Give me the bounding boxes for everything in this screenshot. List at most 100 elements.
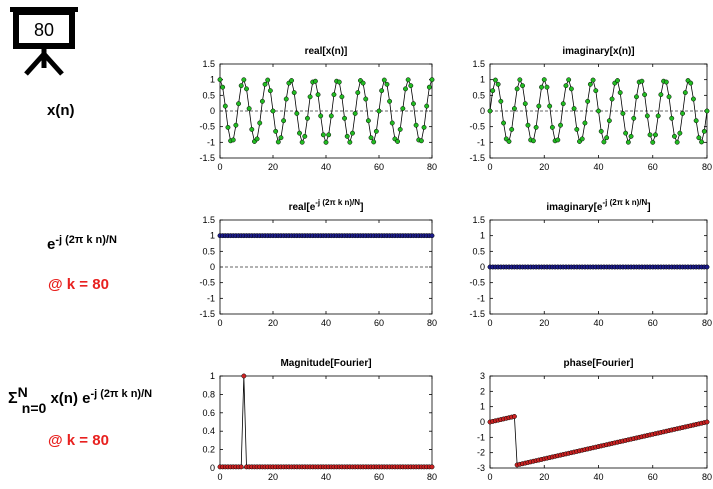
data-point (623, 130, 629, 136)
data-point (539, 84, 544, 90)
data-point (222, 103, 228, 109)
x-tick-label: 60 (648, 318, 658, 328)
data-point (650, 139, 656, 145)
data-point (302, 133, 308, 139)
data-point (320, 132, 326, 138)
data-point (326, 132, 332, 138)
chart-panel-1: 0 20 40 60 80 1.5 1 0.5 0 -0.5 -1 -1.5 real[x(n)] (199, 46, 437, 172)
data-point (323, 139, 329, 145)
data-point (424, 103, 430, 109)
y-tick-label: 3 (480, 371, 485, 381)
x-tick-label: 20 (268, 318, 278, 328)
data-point (634, 94, 639, 100)
data-point (230, 137, 236, 143)
data-point (655, 113, 661, 119)
y-tick-label: -3 (477, 463, 485, 473)
data-point (373, 128, 379, 134)
data-point (596, 108, 601, 114)
data-point (501, 120, 507, 126)
y-tick-label: 0.5 (202, 246, 215, 256)
exponential-label: e-j (2π k n)/N (47, 234, 117, 253)
y-tick-label: 1.5 (472, 215, 485, 225)
y-tick-label: -0.5 (199, 122, 215, 132)
data-point (355, 90, 361, 96)
data-point (642, 92, 648, 98)
data-point (347, 139, 353, 145)
data-point (568, 86, 574, 92)
chart-panel-3: 0 20 40 60 80 1.5 1 0.5 0 -0.5 -1 -1.5 real[e-j (2π … (199, 198, 437, 328)
data-point (339, 94, 345, 100)
x-tick-label: 80 (702, 472, 712, 482)
y-tick-label: 1.5 (202, 59, 215, 69)
data-point (331, 92, 337, 98)
data-point (368, 135, 374, 141)
y-tick-label: 0.6 (202, 408, 215, 418)
x-tick-label: 60 (374, 472, 384, 482)
x-tick-label: 0 (487, 318, 492, 328)
x-tick-label: 80 (427, 162, 437, 172)
data-point (246, 106, 252, 111)
x-tick-label: 20 (539, 162, 549, 172)
data-point (644, 113, 650, 119)
x-tick-label: 20 (268, 162, 278, 172)
data-point (363, 96, 369, 102)
data-point (270, 108, 276, 114)
k-label-row2: @ k = 80 (48, 276, 109, 293)
data-point (617, 90, 623, 96)
x-tick-label: 80 (427, 472, 437, 482)
data-point (558, 122, 563, 128)
data-point (663, 79, 669, 85)
data-point (587, 81, 593, 87)
data-point (429, 77, 435, 83)
data-point (620, 111, 626, 116)
data-point (704, 264, 710, 270)
chart-title-base: imaginary[e (546, 202, 603, 213)
data-point (492, 77, 498, 83)
chart-title: imaginary[e-j (2π k n)/N] (546, 198, 650, 213)
y-tick-label: 0 (480, 262, 485, 272)
y-tick-label: -1.5 (199, 153, 215, 163)
y-tick-label: 1 (480, 75, 485, 85)
data-point (352, 111, 358, 116)
data-point (289, 78, 294, 83)
data-point (257, 120, 263, 126)
data-point (530, 138, 536, 144)
data-point (517, 77, 523, 83)
y-tick-label: -1.5 (469, 309, 485, 319)
x-tick-label: 20 (539, 318, 549, 328)
chart-title: real[e-j (2π k n)/N] (289, 198, 364, 213)
y-tick-label: 1 (210, 231, 215, 241)
data-point (563, 83, 569, 89)
data-point (241, 77, 247, 83)
y-tick-label: 0 (210, 262, 215, 272)
sum-label: Σ N n=0 x(n) e-j (2π k n)/N (8, 384, 153, 416)
data-point (498, 98, 504, 104)
data-point (275, 139, 281, 145)
y-tick-label: 1 (480, 231, 485, 241)
data-point (267, 88, 273, 94)
chart-panel-2: 0 20 40 60 80 1.5 1 0.5 0 -0.5 -1 -1.5 imaginary[x(n… (469, 46, 712, 172)
x-tick-label: 80 (702, 162, 712, 172)
data-point (669, 115, 675, 121)
data-point (680, 111, 686, 116)
x-tick-label: 60 (648, 472, 658, 482)
chart-title: phase[Fourier] (563, 358, 633, 369)
y-tick-label: 0.5 (472, 246, 485, 256)
data-point (315, 92, 321, 98)
data-point (217, 77, 223, 83)
x-tick-label: 60 (648, 162, 658, 172)
data-point (384, 81, 390, 87)
x-tick-label: 40 (321, 318, 331, 328)
data-point (509, 126, 515, 132)
data-point (672, 133, 677, 139)
presentation-board-icon: 80 (8, 4, 80, 76)
y-tick-label: 0.8 (202, 389, 215, 399)
data-point (547, 103, 553, 109)
data-point (395, 139, 400, 144)
y-tick-label: 1 (210, 371, 215, 381)
data-point (429, 464, 435, 470)
x-tick-label: 60 (374, 318, 384, 328)
y-tick-label: 1.5 (472, 59, 485, 69)
data-point (233, 122, 239, 128)
data-point (283, 96, 289, 102)
